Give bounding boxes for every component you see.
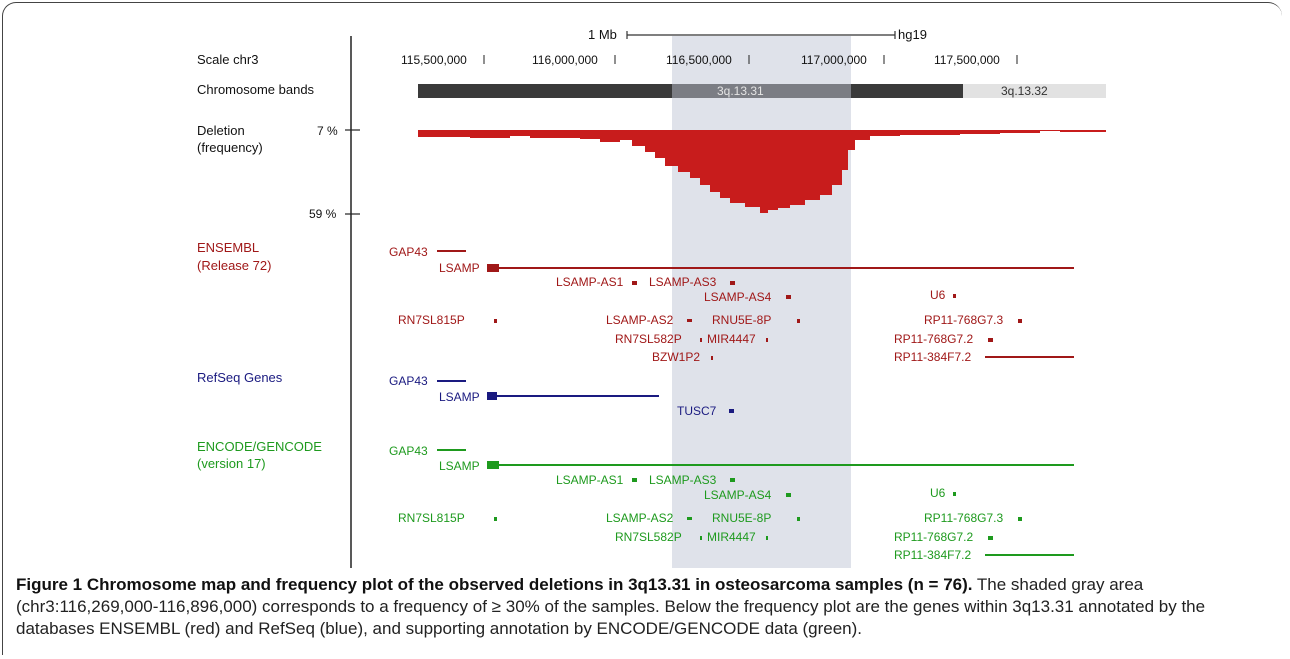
gene-label: GAP43 — [389, 245, 428, 259]
gene-label: LSAMP-AS1 — [556, 473, 624, 487]
deletion-frequency-area — [418, 130, 1106, 213]
ensembl-label-line1: ENSEMBL — [197, 240, 259, 255]
tick-label: 116,500,000 — [666, 53, 732, 67]
gene-label: RP11-768G7.2 — [894, 332, 973, 346]
gene-label: LSAMP-AS1 — [556, 275, 624, 289]
gene-label: RNU5E-8P — [712, 313, 771, 327]
gene-label: RP11-768G7.3 — [924, 313, 1003, 327]
gene-label: MIR4447 — [707, 332, 756, 346]
caption-title: Figure 1 Chromosome map and frequency pl… — [16, 575, 973, 594]
gene-label: RP11-768G7.2 — [894, 530, 973, 544]
band2-label: 3q.13.32 — [1001, 84, 1048, 98]
gene-label: MIR4447 — [707, 530, 756, 544]
gencode-label-line2: (version 17) — [197, 456, 266, 471]
gene-label: LSAMP — [439, 459, 480, 473]
chromosome-map-figure: 1 Mb hg19 Scale chr3 Chromosome bands De… — [197, 27, 1106, 568]
gene-label: LSAMP-AS2 — [606, 511, 674, 525]
assembly-label: hg19 — [898, 27, 927, 42]
gene-label: LSAMP-AS3 — [649, 275, 717, 289]
gene-label: LSAMP-AS4 — [704, 488, 772, 502]
ensembl-label-line2: (Release 72) — [197, 258, 271, 273]
gene-label: GAP43 — [389, 374, 428, 388]
refseq-label: RefSeq Genes — [197, 370, 283, 385]
gene-label: LSAMP — [439, 261, 480, 275]
gene-label: RN7SL815P — [398, 511, 465, 525]
gene-label: RP11-384F7.2 — [894, 548, 971, 562]
scale-track-label: Scale chr3 — [197, 52, 258, 67]
gene-label: RN7SL582P — [615, 530, 682, 544]
band-3q13-32 — [963, 84, 1106, 98]
tick-label: 117,000,000 — [801, 53, 867, 67]
freq-bottom-label: 59 % — [309, 207, 337, 221]
gene-label: RN7SL582P — [615, 332, 682, 346]
gene-label: BZW1P2 — [652, 350, 700, 364]
gene-label: RP11-384F7.2 — [894, 350, 971, 364]
gene-label: GAP43 — [389, 444, 428, 458]
gene-label: LSAMP — [439, 390, 480, 404]
band1-label: 3q.13.31 — [717, 84, 764, 98]
gene-label: LSAMP-AS4 — [704, 290, 772, 304]
band-shaded-part — [672, 84, 851, 98]
gene-label: RN7SL815P — [398, 313, 465, 327]
caption-body: The shaded gray area (chr3:116,269,000-1… — [16, 575, 1206, 638]
tick-label: 116,000,000 — [532, 53, 598, 67]
gene-label: TUSC7 — [677, 404, 717, 418]
shaded-region — [672, 36, 851, 568]
deletion-label-line1: Deletion — [197, 123, 245, 138]
gene-label: U6 — [930, 288, 946, 302]
bands-track-label: Chromosome bands — [197, 82, 315, 97]
gene-label: RNU5E-8P — [712, 511, 771, 525]
freq-top-label: 7 % — [317, 124, 338, 138]
gene-label: LSAMP-AS3 — [649, 473, 717, 487]
gencode-label-line1: ENCODE/GENCODE — [197, 439, 322, 454]
gene-label: RP11-768G7.3 — [924, 511, 1003, 525]
scale-bar-label: 1 Mb — [588, 27, 617, 42]
tick-label: 115,500,000 — [401, 53, 467, 67]
gene-label: U6 — [930, 486, 946, 500]
tick-label: 117,500,000 — [934, 53, 1000, 67]
figure-caption: Figure 1 Chromosome map and frequency pl… — [16, 574, 1278, 640]
gene-label: LSAMP-AS2 — [606, 313, 674, 327]
deletion-label-line2: (frequency) — [197, 140, 263, 155]
